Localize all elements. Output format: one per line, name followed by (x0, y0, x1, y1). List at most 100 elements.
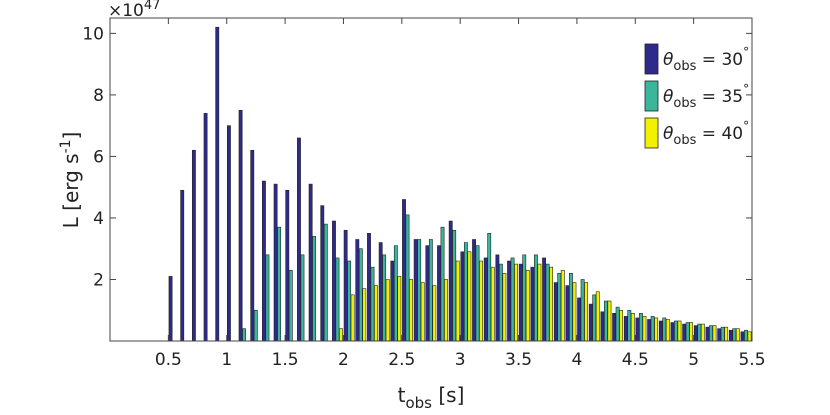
x-tick-label: 2 (338, 350, 349, 370)
x-tick-label: 5 (688, 350, 699, 370)
bar-series-1 (472, 239, 476, 342)
bar-series-2 (569, 273, 573, 342)
bar-series-3 (362, 288, 367, 342)
bar-series-1 (285, 189, 290, 342)
bar-series-3 (420, 282, 425, 342)
bar-series-2 (417, 239, 422, 342)
bar-series-1 (390, 260, 395, 342)
x-tick-label: 1 (221, 350, 232, 370)
bar-series-1 (670, 322, 675, 342)
bar-series-1 (180, 189, 185, 342)
bar-series-1 (355, 239, 360, 342)
bar-series-2 (277, 226, 282, 342)
bar-series-1 (507, 260, 511, 342)
legend-label-2: θobs = 35° (663, 82, 749, 111)
bar-series-1 (367, 233, 371, 342)
bar-series-2 (697, 323, 702, 342)
bar-series-1 (343, 229, 348, 342)
bar-series-1 (483, 257, 488, 342)
bar-series-3 (724, 326, 729, 342)
legend-label-1: θobs = 30° (663, 45, 749, 74)
bar-series-1 (530, 266, 535, 342)
bar-series-1 (378, 242, 383, 342)
x-tick-label: 2.5 (388, 350, 415, 370)
bar-series-2 (288, 269, 293, 342)
bar-series-1 (413, 239, 418, 342)
bar-series-3 (537, 263, 542, 342)
bar-series-1 (647, 319, 652, 342)
bar-series-1 (542, 257, 546, 342)
bar-series-3 (665, 319, 670, 342)
x-tick-label: 0.5 (155, 350, 182, 370)
bar-series-1 (728, 329, 733, 342)
bar-series-2 (498, 263, 503, 342)
x-tick-label: 4 (571, 350, 582, 370)
bar-series-2 (463, 242, 468, 342)
bar-series-1 (250, 149, 255, 342)
bar-series-3 (350, 294, 355, 342)
bar-series-1 (565, 285, 570, 342)
bar-series-1 (238, 109, 243, 342)
bar-series-3 (654, 317, 659, 342)
bar-series-3 (397, 276, 402, 342)
bar-series-2 (300, 254, 305, 342)
bar-series-3 (525, 269, 530, 342)
legend-swatch-1 (644, 43, 659, 75)
bar-series-1 (191, 149, 196, 342)
bar-series-3 (409, 279, 413, 342)
bar-series-2 (253, 309, 258, 342)
bar-series-2 (533, 254, 538, 342)
bar-series-1 (308, 183, 313, 342)
legend-swatch-3 (644, 117, 659, 149)
bar-series-3 (444, 279, 448, 342)
bar-series-2 (370, 266, 375, 342)
bar-series-3 (560, 269, 565, 342)
bar-series-3 (455, 260, 460, 342)
bar-series-2 (347, 260, 352, 342)
bar-series-2 (510, 257, 515, 342)
bar-series-2 (358, 248, 363, 342)
bar-series-3 (642, 316, 647, 342)
x-tick-label: 5.5 (738, 350, 765, 370)
bar-series-1 (495, 254, 500, 342)
plot-frame (109, 17, 753, 342)
bar-series-2 (732, 328, 737, 342)
bar-series-1 (297, 137, 301, 342)
bar-series-1 (262, 180, 266, 342)
bar-series-2 (382, 254, 387, 342)
bar-series-2 (522, 254, 527, 342)
bar-series-2 (639, 313, 643, 342)
bar-series-1 (635, 317, 640, 342)
bar-series-2 (604, 300, 608, 342)
bar-series-2 (709, 325, 713, 342)
y-tick-label: 2 (93, 270, 104, 290)
bar-series-1 (273, 183, 278, 342)
bar-series-3 (467, 251, 472, 342)
bar-series-3 (712, 325, 717, 342)
bar-series-1 (553, 282, 558, 342)
bar-series-1 (693, 325, 698, 342)
x-tick-label: 3 (455, 350, 466, 370)
bar-series-2 (312, 236, 317, 342)
bar-series-1 (623, 316, 628, 342)
bar-series-3 (385, 279, 390, 342)
bar-series-1 (518, 263, 523, 342)
bar-series-2 (487, 233, 492, 342)
bar-series-2 (393, 245, 398, 342)
y-tick-label: 6 (93, 147, 104, 167)
y-tick-label: 4 (93, 209, 104, 229)
bar-series-3 (607, 300, 612, 342)
bar-series-2 (627, 309, 632, 342)
bar-series-3 (502, 273, 507, 342)
x-axis-label: tobs [s] (398, 383, 465, 412)
bar-series-2 (592, 294, 597, 342)
bar-series-3 (595, 291, 600, 342)
bar-series-3 (339, 328, 343, 342)
bar-series-3 (747, 331, 752, 342)
legend: θobs = 30° θobs = 35° θobs = 40° (644, 43, 749, 149)
bar-series-2 (720, 326, 725, 342)
bar-series-3 (677, 320, 682, 342)
bar-series-2 (452, 229, 457, 342)
bar-series-1 (215, 26, 220, 342)
bar-series-2 (545, 263, 550, 342)
